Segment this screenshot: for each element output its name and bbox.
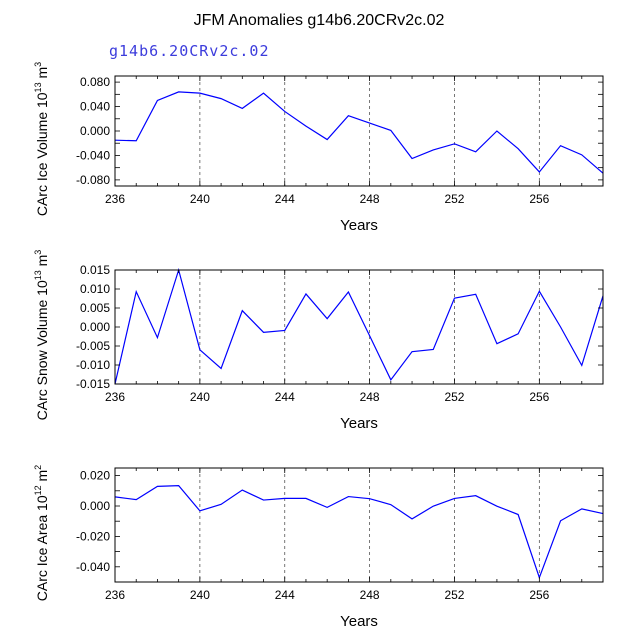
x-tick-label: 244 xyxy=(275,390,295,404)
x-tick-label: 256 xyxy=(529,390,549,404)
chart-subtitle: g14b6.20CRv2c.02 xyxy=(109,42,270,60)
series-line-ice-volume xyxy=(114,91,604,174)
x-axis-label: Years xyxy=(340,613,378,630)
y-tick-label: -0.015 xyxy=(76,377,110,391)
y-tick-label: 0.020 xyxy=(80,469,110,483)
chart-title: JFM Anomalies g14b6.20CRv2c.02 xyxy=(194,12,445,29)
y-tick-label: -0.040 xyxy=(76,148,110,162)
x-tick-label: 256 xyxy=(529,588,549,602)
x-axis-label: Years xyxy=(340,217,378,234)
panel-ice-area: 236 240 244 248 252 256 -0.040 -0.020 0.000 0.020… xyxy=(33,465,604,630)
y-axis-label: CArc Snow Volume 1013 m3 xyxy=(33,250,50,421)
x-tick-label: 256 xyxy=(529,192,549,206)
series-line-ice-area xyxy=(114,485,604,580)
x-tick-label: 240 xyxy=(190,390,210,404)
x-tick-label: 236 xyxy=(105,588,125,602)
plot-frame xyxy=(114,269,604,385)
y-tick-label: -0.020 xyxy=(76,529,110,543)
y-tick-label: 0.005 xyxy=(80,301,110,315)
y-tick-label: 0.000 xyxy=(80,320,110,334)
y-tick-label: 0.040 xyxy=(80,100,110,114)
y-tick-label: 0.015 xyxy=(80,263,110,277)
x-tick-label: 252 xyxy=(444,588,464,602)
x-tick-label: 248 xyxy=(360,390,380,404)
panel-ice-volume: 236 240 244 248 252 256 -0.080 -0.040 0.000 0.040… xyxy=(33,62,604,234)
y-tick-label: 0.000 xyxy=(80,124,110,138)
x-tick-label: 236 xyxy=(105,192,125,206)
x-axis-label: Years xyxy=(340,415,378,432)
x-tick-label: 244 xyxy=(275,192,295,206)
x-tick-label: 252 xyxy=(444,192,464,206)
chart-panels: 236 240 244 248 252 256 -0.080 -0.040 0.000 0.040… xyxy=(33,62,604,630)
x-tick-label: 248 xyxy=(360,588,380,602)
series-line-snow-volume xyxy=(114,267,604,385)
y-axis-label: CArc Ice Volume 1013 m3 xyxy=(33,62,50,216)
x-tick-label: 244 xyxy=(275,588,295,602)
y-axis-label: CArc Ice Area 1012 m2 xyxy=(33,465,50,601)
y-tick-label: -0.040 xyxy=(76,560,110,574)
y-tick-label: -0.005 xyxy=(76,339,110,353)
y-tick-label: 0.080 xyxy=(80,75,110,89)
x-tick-label: 248 xyxy=(360,192,380,206)
y-tick-label: -0.010 xyxy=(76,358,110,372)
panel-snow-volume: 236 240 244 248 252 256 -0.015 -0.010 -0.005 0.00… xyxy=(33,250,604,432)
x-tick-label: 252 xyxy=(444,390,464,404)
y-tick-label: 0.000 xyxy=(80,499,110,513)
x-tick-label: 240 xyxy=(190,588,210,602)
x-tick-label: 240 xyxy=(190,192,210,206)
plot-frame xyxy=(114,467,604,583)
x-tick-label: 236 xyxy=(105,390,125,404)
y-tick-label: 0.010 xyxy=(80,282,110,296)
y-tick-label: -0.080 xyxy=(76,173,110,187)
